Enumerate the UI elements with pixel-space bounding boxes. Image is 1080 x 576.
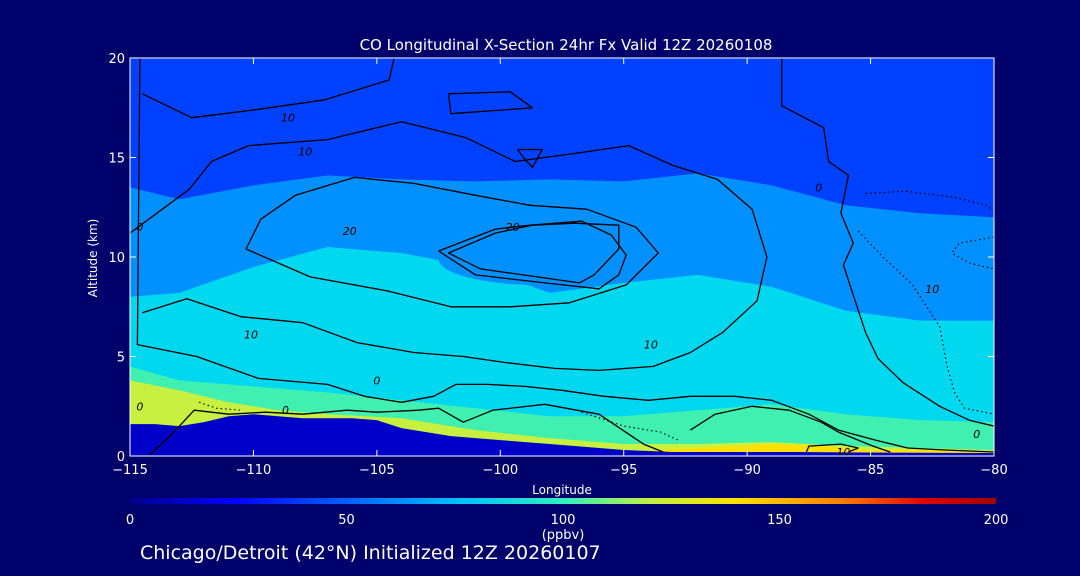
contour-label-1: 10 [298,146,312,159]
x-tick-label-0: −115 [112,463,148,478]
terrain-mask [130,414,994,456]
contour-line-5 [245,176,659,308]
contour-line-0 [149,403,664,456]
contour-line-11 [517,148,543,169]
contour-label-9: 10 [925,283,939,296]
contour-label-0: 10 [281,112,295,125]
contour-label-7: 10 [644,339,658,352]
y-axis-label: Altitude (km) [86,219,100,298]
colorbar-tick-label-0: 0 [126,513,134,528]
contour-label-10: 0 [973,428,980,441]
x-tick-label-7: −80 [980,463,1007,478]
contour-line-1 [136,58,994,453]
contour-line-4 [142,58,395,119]
contour-label-4: 10 [244,329,258,342]
contour-label-12: 0 [136,221,143,234]
contour-line-14 [951,236,994,270]
y-tick-label-1: 5 [117,351,125,366]
fill-blob-1 [917,231,994,271]
contour-line-10 [447,91,534,115]
colorbar-tick-label-4: 200 [984,513,1009,528]
contour-label-8: 0 [815,181,822,194]
y-tick-label-4: 20 [108,52,125,67]
contour-line-9 [805,443,859,453]
x-tick-label-5: −90 [733,463,760,478]
x-tick-label-1: −110 [236,463,272,478]
contour-label-2: 20 [343,225,357,238]
x-tick-label-4: −95 [610,463,637,478]
contour-line-3 [130,121,768,372]
colorbar-tick-label-2: 100 [551,513,576,528]
colorbar-ticks: 0 50 100 150 200 [126,513,1009,528]
y-tick-label-0: 0 [117,450,125,465]
co-concentration-fill [130,58,994,456]
x-tick-label-2: −105 [359,463,395,478]
contour-line-2 [781,58,994,427]
contour-labels: 10 10 20 20 10 0 0 10 0 10 0 10 0 0 [136,112,980,459]
contour-label-13: 0 [136,400,143,413]
x-axis-label: Longitude [532,483,592,497]
x-tick-label-3: −100 [482,463,518,478]
contour-line-7 [448,222,620,284]
colorbar-tick-label-3: 150 [767,513,792,528]
contour-line-16 [198,401,242,411]
plot-area: 10 10 20 20 10 0 0 10 0 10 0 10 0 0 [130,58,994,459]
contour-label-5: 0 [373,374,380,387]
footer-caption: Chicago/Detroit (42°N) Initialized 12Z 2… [140,542,601,564]
contour-line-8 [690,405,891,453]
y-tick-label-2: 10 [108,251,125,266]
x-axis: −115 −110 −105 −100 −95 −90 −85 −80 [112,58,1008,478]
colorbar-tick-label-1: 50 [338,513,355,528]
colorbar-units: (ppbv) [542,528,585,543]
co-contours [130,58,994,456]
fill-blob-0 [438,233,637,285]
contour-line-15 [581,411,679,441]
y-tick-label-3: 15 [108,152,125,167]
chart-title: CO Longitudinal X-Section 24hr Fx Valid … [360,36,773,54]
colorbar-gradient [130,498,996,504]
contour-line-6 [438,220,627,290]
contour-label-6: 0 [282,404,289,417]
x-tick-label-6: −85 [857,463,884,478]
y-axis: 0 5 10 15 20 [108,52,994,465]
contour-label-11: 10 [836,446,850,459]
colorbar: 0 50 100 150 200 (ppbv) [126,498,1009,543]
contour-label-3: 20 [506,221,520,234]
